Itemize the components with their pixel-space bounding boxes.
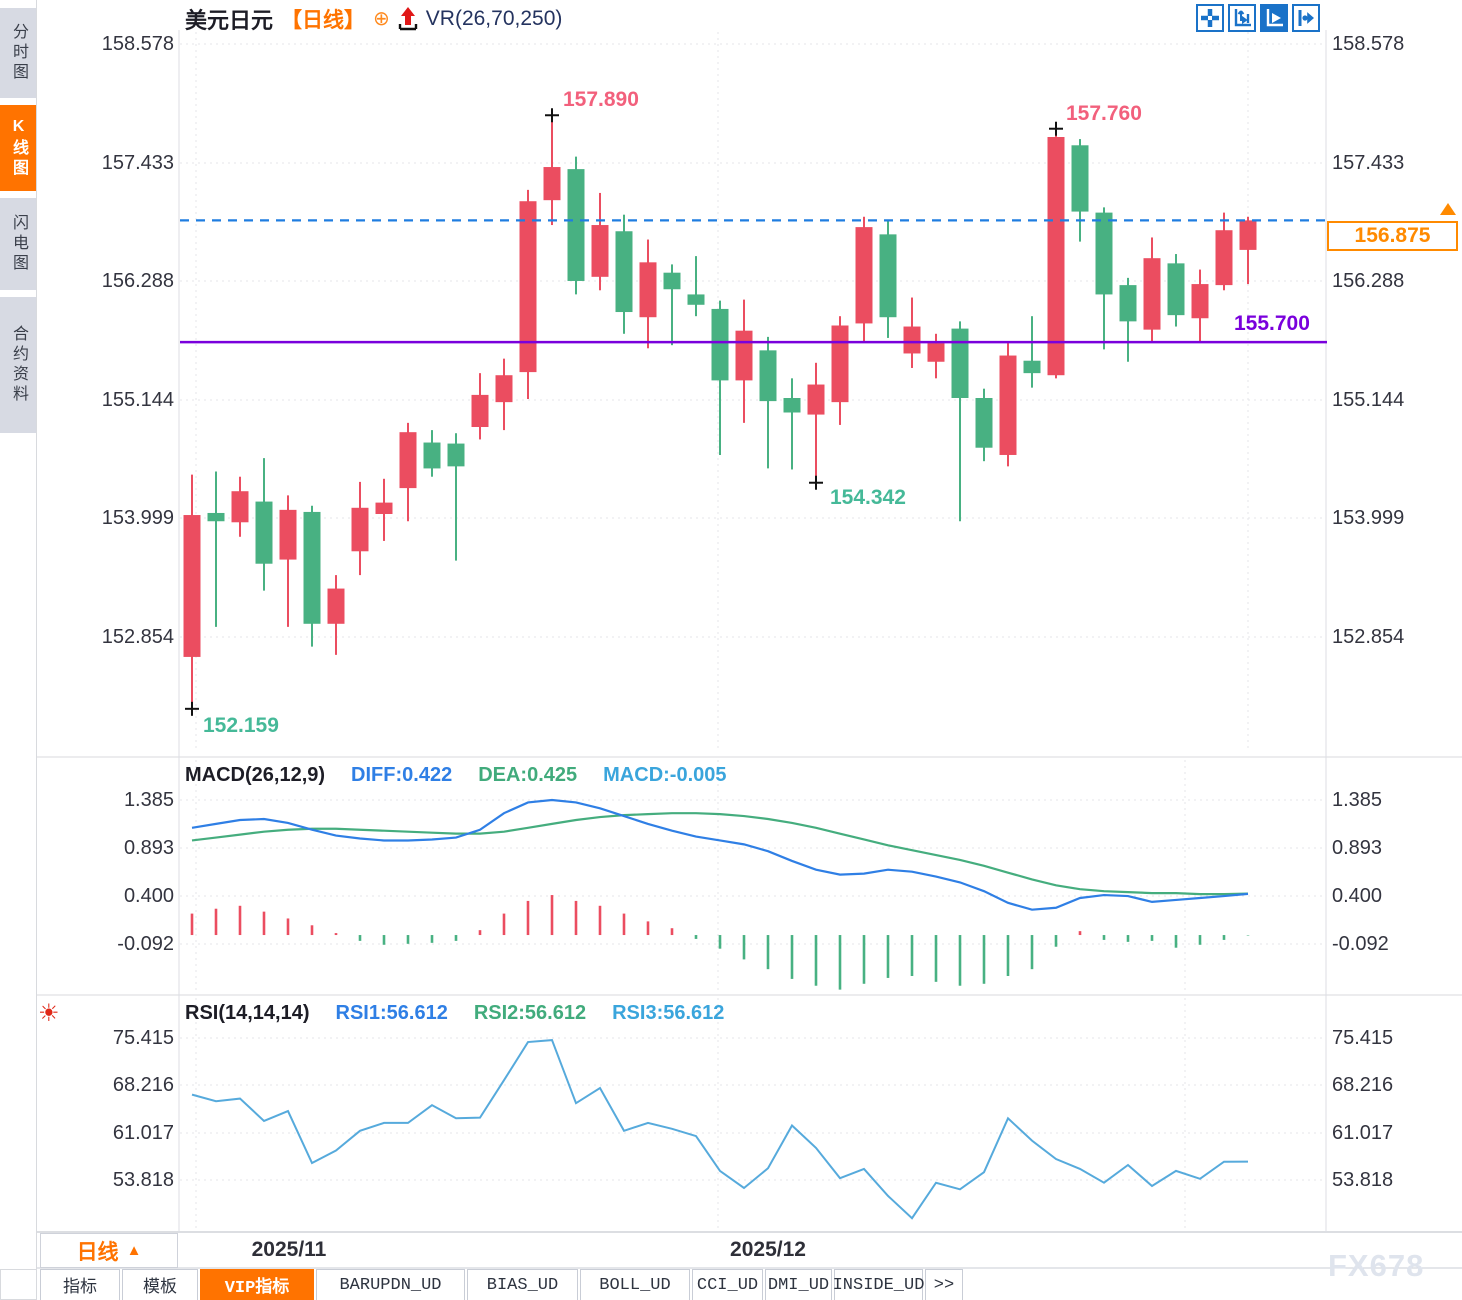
rsi3-value: RSI3:56.612 [612, 1002, 725, 1024]
corner-cell [0, 1269, 37, 1300]
rsi-axis-label: 75.415 [112, 1027, 174, 1049]
chart-toolbar [1196, 4, 1320, 32]
tab-barupdn_ud[interactable]: BARUPDN_UD [316, 1269, 465, 1300]
period-selector-label: 日线 [76, 1240, 119, 1264]
price-axis-label: 152.854 [101, 626, 174, 648]
tab-dmi_ud[interactable]: DMI_UD [765, 1269, 832, 1300]
pan-right-icon[interactable] [1292, 4, 1320, 32]
tab-bias_ud[interactable]: BIAS_UD [467, 1269, 578, 1300]
sidebar: 分时图 K线图闪电图合约资料 [0, 0, 37, 1300]
rsi-title: RSI(14,14,14) [185, 1002, 310, 1024]
macd-title: MACD(26,12,9) [185, 764, 326, 786]
price-axis-label: 156.288 [1332, 270, 1405, 292]
rsi-axis-label: 75.415 [1332, 1027, 1394, 1049]
macd-header: MACD(26,12,9) DIFF:0.422 DEA:0.425 MACD:… [185, 764, 727, 787]
chevron-up-icon: ▲ [126, 1242, 142, 1259]
rsi-axis-label: 61.017 [112, 1122, 174, 1144]
add-indicator-icon[interactable]: ⊕ [373, 8, 390, 30]
macd-axis-label: 1.385 [1332, 789, 1383, 811]
tab-[interactable]: >> [925, 1269, 963, 1300]
price-axis-label: 152.854 [1332, 626, 1405, 648]
timeframe-badge[interactable]: 【日线】 [281, 9, 366, 32]
support-level-label: 155.700 [1234, 312, 1310, 335]
axis-zoom-icon[interactable] [1228, 4, 1256, 32]
price-axis-label: 153.999 [101, 507, 174, 529]
low-annotation: 152.159 [203, 714, 279, 737]
tab-inside_ud[interactable]: INSIDE_UD [833, 1269, 924, 1300]
high-annotation: 157.760 [1066, 102, 1142, 125]
price-up-marker-icon [1440, 203, 1456, 215]
macd-axis-label: 0.400 [123, 885, 174, 907]
macd-dea-value: DEA:0.425 [478, 764, 578, 786]
sidebar-item-1[interactable]: 分时图 [0, 8, 36, 98]
low-annotation: 154.342 [830, 486, 906, 509]
rsi-header: RSI(14,14,14) RSI1:56.612 RSI2:56.612 RS… [185, 1002, 724, 1025]
x-axis-month-label: 2025/11 [251, 1238, 327, 1261]
rsi1-value: RSI1:56.612 [335, 1002, 448, 1024]
macd-axis-label: 0.893 [123, 837, 174, 859]
watermark: FX678 [1328, 1248, 1425, 1283]
rsi2-value: RSI2:56.612 [473, 1002, 587, 1024]
period-selector[interactable]: 日线 ▲ [40, 1233, 178, 1268]
rsi-axis-label: 61.017 [1332, 1122, 1394, 1144]
x-axis-month-label: 2025/12 [730, 1238, 806, 1261]
price-axis-label: 157.433 [1332, 152, 1405, 174]
price-axis-label: 158.578 [101, 33, 174, 55]
price-axis-label: 157.433 [101, 152, 174, 174]
pan-move-icon[interactable] [1196, 4, 1224, 32]
sidebar-item-4[interactable]: 合约资料 [0, 297, 36, 433]
price-axis-label: 158.578 [1332, 33, 1405, 55]
sidebar-item-2[interactable]: K线图 [0, 105, 36, 191]
tab-[interactable]: 模板 [122, 1269, 198, 1300]
chart-title-row: 美元日元 【日线】 ⊕ VR(26,70,250) [185, 5, 562, 33]
macd-axis-label: 1.385 [123, 789, 174, 811]
trend-up-icon [398, 6, 418, 32]
macd-hist-value: MACD:-0.005 [603, 764, 727, 786]
price-axis-label: 153.999 [1332, 507, 1405, 529]
current-price-tag: 156.875 [1327, 221, 1458, 251]
axis-pointer-icon[interactable] [1260, 4, 1288, 32]
sidebar-item-3[interactable]: 闪电图 [0, 198, 36, 290]
indicator-tab-bar: 指标 模板 VIP指标 BARUPDN_UD BIAS_UD BOLL_UD CCI_UD D… [40, 1269, 963, 1300]
rsi-axis-label: 68.216 [1332, 1074, 1394, 1096]
macd-axis-label: 0.400 [1332, 885, 1383, 907]
indicator-settings-icon[interactable]: ☀ [38, 1000, 60, 1027]
price-axis-label: 155.144 [1332, 389, 1405, 411]
tab-cci_ud[interactable]: CCI_UD [692, 1269, 763, 1300]
tab-boll_ud[interactable]: BOLL_UD [580, 1269, 690, 1300]
current-price-value: 156.875 [1354, 224, 1431, 247]
rsi-axis-label: 53.818 [112, 1169, 174, 1191]
high-annotation: 157.890 [563, 88, 639, 111]
price-axis-label: 156.288 [101, 270, 174, 292]
price-axis-label: 155.144 [101, 389, 174, 411]
symbol-title: 美元日元 [185, 8, 274, 33]
macd-axis-label: -0.092 [117, 933, 174, 955]
indicator-title: VR(26,70,250) [425, 7, 563, 30]
macd-diff-value: DIFF:0.422 [351, 764, 453, 786]
tab-[interactable]: 指标 [40, 1269, 120, 1300]
macd-axis-label: 0.893 [1332, 837, 1383, 859]
rsi-axis-label: 53.818 [1332, 1169, 1394, 1191]
macd-axis-label: -0.092 [1332, 933, 1389, 955]
tab-vip[interactable]: VIP指标 [200, 1269, 314, 1300]
rsi-axis-label: 68.216 [112, 1074, 174, 1096]
